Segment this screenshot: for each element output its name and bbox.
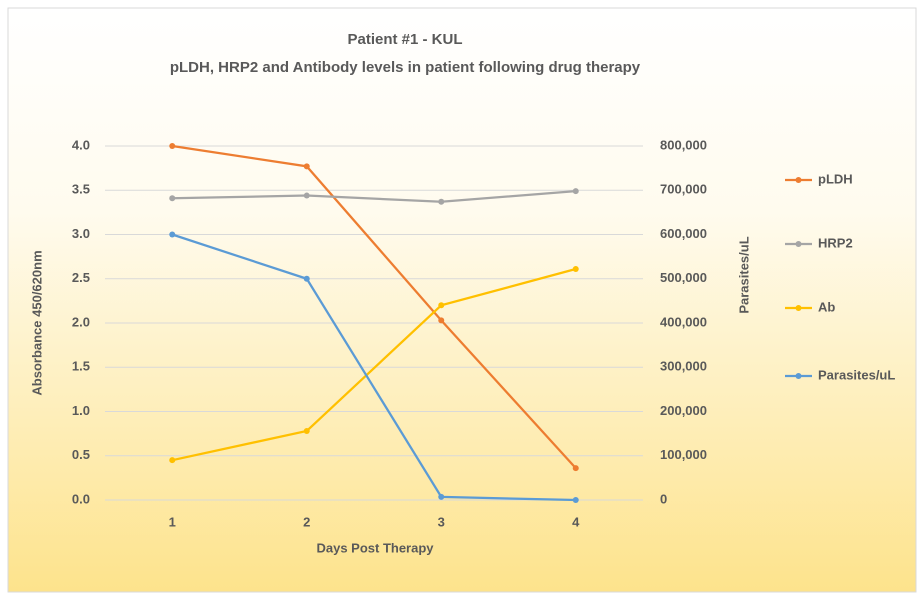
- y2-tick-label: 400,000: [660, 314, 707, 329]
- y-tick-label: 0.0: [72, 491, 90, 506]
- y-tick-label: 0.5: [72, 447, 90, 462]
- series-line: [172, 190, 576, 203]
- series-line: [172, 144, 577, 469]
- y2-tick-label: 300,000: [660, 359, 707, 374]
- data-point: [438, 198, 445, 205]
- legend-marker: [795, 373, 802, 379]
- legend-marker: [795, 305, 802, 311]
- y-tick-label: 2.5: [72, 270, 90, 285]
- y-tick-label: 1.5: [72, 359, 90, 374]
- data-point: [169, 195, 176, 202]
- chart-subtitle: pLDH, HRP2 and Antibody levels in patien…: [170, 59, 641, 76]
- data-point: [169, 457, 176, 464]
- legend-marker: [795, 241, 802, 247]
- y-tick-label: 3.0: [72, 226, 90, 241]
- y2-tick-label: 100,000: [660, 447, 707, 462]
- series-line: [171, 233, 576, 502]
- data-point: [169, 231, 176, 238]
- y2-tick-label: 800,000: [660, 137, 707, 152]
- data-point: [572, 497, 579, 503]
- legend-marker: [795, 177, 802, 183]
- data-point: [169, 143, 176, 149]
- data-point: [303, 275, 310, 282]
- data-point: [303, 427, 310, 434]
- x-tick-label: 1: [169, 514, 176, 529]
- data-point: [438, 317, 445, 324]
- chart-title: Patient #1 - KUL: [347, 31, 462, 48]
- data-point: [303, 192, 310, 199]
- data-point: [438, 302, 445, 309]
- y2-tick-label: 700,000: [660, 182, 707, 197]
- x-tick-label: 3: [438, 514, 445, 529]
- y2-axis-title: Parasites/uL: [736, 236, 751, 313]
- y-tick-label: 2.0: [72, 314, 90, 329]
- y-tick-label: 3.5: [72, 182, 90, 197]
- data-point: [438, 493, 445, 500]
- x-tick-label: 2: [303, 514, 310, 529]
- data-point: [572, 465, 579, 472]
- x-axis-title: Days Post Therapy: [316, 540, 434, 555]
- legend-label: Parasites/uL: [818, 367, 895, 382]
- y2-tick-label: 500,000: [660, 270, 707, 285]
- legend-label: pLDH: [818, 171, 853, 186]
- y2-tick-label: 0: [660, 491, 667, 506]
- y-tick-label: 1.0: [72, 403, 90, 418]
- data-point: [572, 266, 579, 273]
- legend-label: Ab: [818, 299, 835, 314]
- legend-label: HRP2: [818, 235, 853, 250]
- y2-tick-label: 200,000: [660, 403, 707, 418]
- data-point: [303, 163, 310, 170]
- y-axis-title: Absorbance 450/620nm: [29, 250, 44, 395]
- data-point: [572, 188, 579, 195]
- x-tick-label: 4: [572, 514, 580, 529]
- y-tick-label: 4.0: [72, 137, 90, 152]
- series-line: [172, 267, 577, 462]
- y2-tick-label: 600,000: [660, 226, 707, 241]
